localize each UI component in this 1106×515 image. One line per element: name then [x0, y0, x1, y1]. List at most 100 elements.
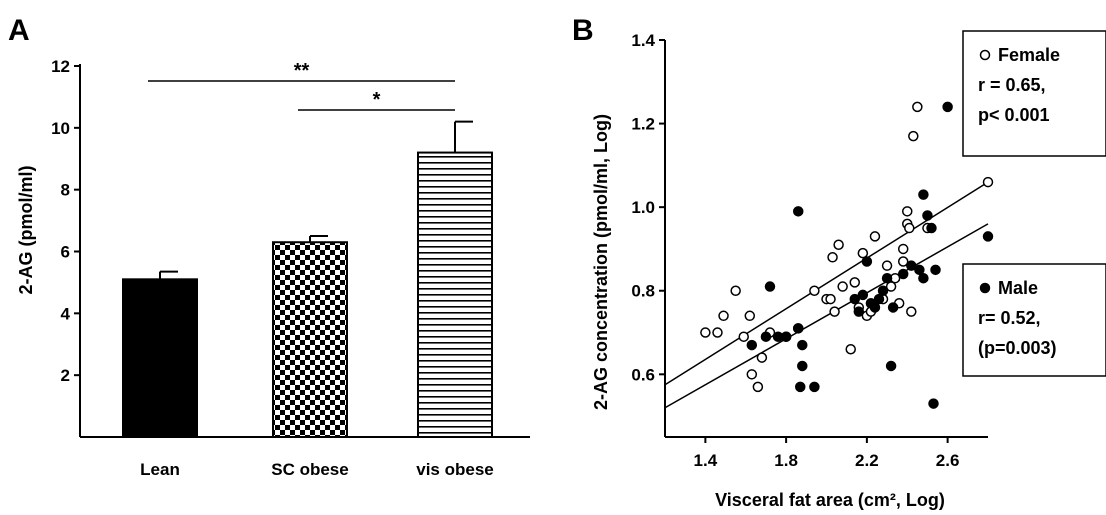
legend-male-marker — [979, 282, 991, 294]
male-data-point — [906, 260, 917, 271]
panel-b-y-tick-label: 0.6 — [631, 365, 655, 384]
legend-male-name: Male — [998, 278, 1038, 298]
panel-a-y-tick-label: 10 — [51, 119, 70, 138]
male-fit-line — [664, 223, 989, 409]
female-data-point — [700, 327, 711, 338]
female-data-point — [837, 281, 848, 292]
panel-b-y-tick-label: 1.2 — [631, 115, 655, 134]
male-data-point — [942, 101, 953, 113]
panel-a-x-tick-label: vis obese — [416, 460, 494, 479]
male-data-point — [792, 206, 804, 217]
panel-b-points — [700, 101, 994, 409]
female-data-point — [744, 310, 756, 322]
panel-b-fit-lines — [664, 181, 989, 409]
panel-a-x-labels: Lean SC obese vis obese — [140, 460, 494, 479]
male-data-point — [780, 331, 792, 342]
male-data-point — [853, 306, 865, 317]
panel-a-bar-chart: A 2-AG (pmol/ml) 2 4 6 8 10 12 Lean SC obese vi… — [8, 14, 530, 479]
female-data-point — [881, 260, 893, 271]
female-data-point — [904, 222, 915, 234]
male-data-point — [795, 381, 806, 393]
male-data-point — [897, 268, 909, 280]
male-data-point — [861, 256, 873, 267]
panel-b-x-tick-label: 2.2 — [855, 451, 879, 470]
panel-b-y-axis-title: 2-AG concentration (pmol/ml, Log) — [591, 114, 611, 410]
panel-a-y-tick-label: 8 — [61, 181, 70, 200]
panel-a-y-tick-label: 6 — [61, 243, 70, 262]
male-data-point — [885, 360, 897, 372]
panel-a-bars — [122, 120, 493, 439]
male-data-point — [926, 222, 937, 234]
panel-b-y-tick-label: 0.8 — [631, 282, 655, 301]
legend-male-r: r= 0.52, — [978, 308, 1041, 328]
legend-male-p: (p=0.003) — [978, 338, 1057, 358]
male-data-point — [930, 264, 941, 276]
male-data-point — [760, 331, 772, 342]
panel-a-letter: A — [8, 14, 30, 47]
panel-b-y-tick-label: 1.0 — [631, 198, 655, 217]
male-data-point — [849, 293, 861, 305]
panel-b-x-tick-label: 2.6 — [936, 451, 960, 470]
legend-female-name: Female — [998, 45, 1060, 65]
female-data-point — [869, 231, 881, 242]
significance-label: * — [373, 89, 381, 111]
panel-b-x-tick-label: 1.4 — [694, 451, 718, 470]
male-data-point — [797, 339, 808, 351]
male-data-point — [809, 381, 820, 393]
panel-a-y-tick-label: 2 — [61, 366, 70, 385]
female-data-point — [712, 327, 723, 338]
panel-a-significance: *** — [148, 60, 455, 111]
panel-b-x-tick-label: 1.8 — [774, 451, 798, 470]
panel-a-y-axis-title: 2-AG (pmol/ml) — [16, 165, 36, 294]
female-data-point — [752, 381, 764, 393]
female-data-point — [738, 331, 749, 342]
male-data-point — [873, 293, 885, 305]
panel-a-x-tick-label: Lean — [140, 460, 180, 479]
female-data-point — [746, 369, 758, 380]
panel-b-y-tick-label: 1.4 — [631, 31, 655, 50]
female-data-point — [857, 247, 869, 259]
male-data-point — [746, 339, 758, 351]
female-data-point — [809, 285, 820, 296]
female-data-point — [845, 343, 856, 355]
male-data-point — [914, 264, 925, 276]
female-data-point — [756, 352, 768, 363]
panel-a-x-tick-label: SC obese — [271, 460, 348, 479]
panel-b-letter: B — [572, 14, 594, 47]
male-data-point — [792, 323, 804, 334]
male-data-point — [797, 360, 808, 372]
female-data-point — [902, 206, 913, 217]
male-data-point — [918, 272, 929, 284]
legend-female-r: r = 0.65, — [978, 75, 1046, 95]
panel-b-axes: 0.6 0.8 1.0 1.2 1.4 1.4 1.8 2.2 2.6 — [631, 31, 988, 470]
female-fit-line — [664, 181, 989, 386]
female-data-point — [849, 277, 861, 288]
male-data-point — [922, 210, 933, 221]
legend-female-marker — [979, 49, 991, 61]
panel-a-y-tick-label: 12 — [51, 57, 70, 76]
male-data-point — [869, 302, 881, 313]
female-data-point — [825, 293, 836, 305]
panel-a-y-tick-label: 4 — [61, 304, 71, 323]
legend-female: Female r = 0.65, p< 0.001 — [962, 30, 1106, 157]
bar — [272, 241, 348, 438]
female-data-point — [730, 285, 741, 296]
female-data-point — [897, 256, 909, 267]
female-data-point — [897, 243, 909, 255]
female-data-point — [885, 281, 897, 292]
significance-label: ** — [294, 60, 310, 82]
panel-a-y-ticks: 2 4 6 8 10 12 — [51, 57, 80, 385]
female-data-point — [906, 306, 917, 317]
female-data-point — [908, 130, 919, 142]
male-data-point — [887, 302, 899, 313]
female-data-point — [833, 239, 844, 251]
legend-male-box — [962, 263, 1106, 377]
male-data-point — [881, 272, 893, 284]
bar — [122, 278, 198, 439]
panel-b-scatter-chart: B 2-AG concentration (pmol/ml, Log) Visc… — [572, 14, 1106, 510]
legend-female-p: p< 0.001 — [978, 105, 1050, 125]
male-data-point — [857, 289, 869, 301]
female-data-point — [912, 101, 923, 113]
male-data-point — [764, 281, 776, 292]
